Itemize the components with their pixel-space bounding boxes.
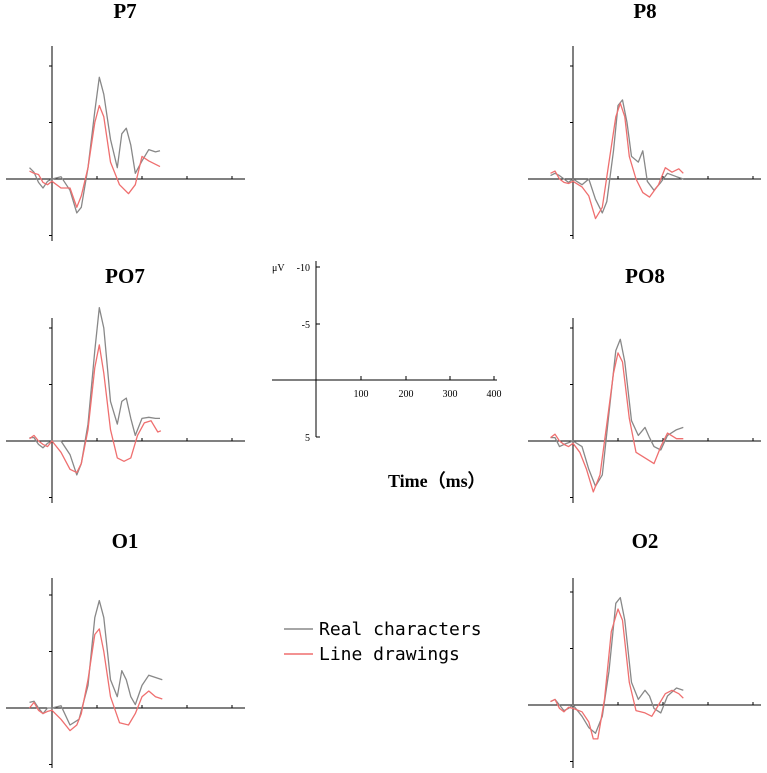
scale-y-tick-label: 5 [305, 433, 310, 444]
legend-label-line: Line drawings [319, 644, 460, 665]
erp-panel-p8: P8 [528, 0, 761, 239]
series-line-real-characters [550, 99, 684, 214]
scale-y-tick-label: -10 [297, 263, 310, 274]
erp-panel-o2: O2 [528, 529, 761, 768]
panel-title: PO7 [105, 264, 145, 288]
legend-label-real: Real characters [319, 619, 482, 640]
series-line-real-characters [550, 596, 684, 734]
erp-panel-o1: O1 [6, 529, 245, 768]
panel-title: PO8 [625, 264, 665, 288]
series-line-real-characters [29, 307, 160, 476]
series-line-real-characters [550, 338, 684, 487]
erp-panel-p7: P7 [6, 0, 245, 241]
scale-bar-panel: μV -10 -5 5 100 200 300 400 Time（ms） [272, 261, 502, 491]
series-line-line-drawings [29, 344, 162, 474]
panel-title: P7 [113, 0, 136, 23]
scale-unit-label: μV [272, 263, 285, 274]
scale-x-tick-label: 400 [487, 389, 502, 400]
time-axis-label: Time（ms） [388, 471, 486, 491]
panel-title: O2 [632, 529, 659, 553]
scale-y-tick-label: -5 [302, 320, 310, 331]
scale-x-tick-label: 200 [399, 389, 414, 400]
erp-panel-po8: PO8 [528, 264, 761, 503]
legend: Real characters Line drawings [284, 619, 482, 665]
series-line-line-drawings [28, 628, 163, 732]
erp-panels: P7 P8 PO7 PO8 O1 O2 [6, 0, 761, 768]
panel-title: O1 [112, 529, 139, 553]
series-line-line-drawings [550, 608, 684, 740]
panel-title: P8 [633, 0, 656, 23]
series-line-real-characters [29, 76, 161, 214]
erp-panel-po7: PO7 [6, 264, 245, 503]
series-line-line-drawings [550, 102, 684, 220]
scale-x-tick-label: 100 [354, 389, 369, 400]
scale-x-tick-label: 300 [443, 389, 458, 400]
series-line-line-drawings [29, 104, 161, 208]
series-line-line-drawings [550, 352, 684, 493]
series-line-real-characters [29, 599, 163, 726]
